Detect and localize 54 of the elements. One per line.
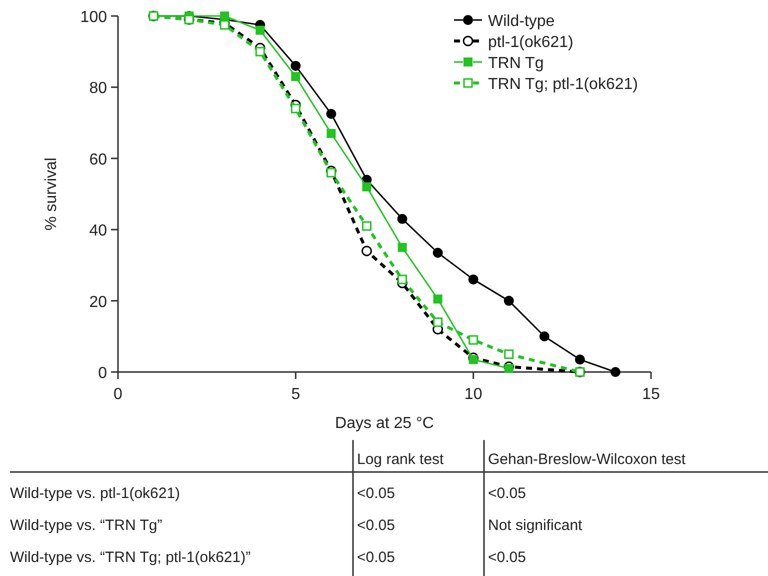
text: <0.05 (488, 549, 526, 566)
point (290, 104, 300, 114)
point (255, 46, 265, 56)
point (220, 12, 230, 20)
text: Log rank test (357, 451, 445, 468)
y-axis-title: % survival (43, 158, 60, 230)
text: Gehan-Breslow-Wilcoxon test (488, 451, 686, 468)
point (398, 242, 407, 252)
y-tick-label: 0 (98, 365, 108, 382)
point (361, 246, 372, 256)
text: Not significant (488, 517, 584, 534)
text: <0.05 (357, 485, 395, 502)
legend-label: TRN Tg; ptl-1(ok621) (488, 76, 638, 93)
point (504, 364, 514, 373)
legend-label: TRN Tg (488, 55, 544, 72)
point (539, 331, 550, 342)
point (433, 317, 443, 327)
x-tick-label: 5 (291, 386, 300, 403)
text: <0.05 (488, 485, 526, 502)
legend-label: Wild-type (488, 13, 555, 30)
x-tick-label: 15 (642, 386, 660, 403)
point (291, 72, 300, 82)
y-tick-label: 20 (89, 294, 108, 311)
legend-label: ptl-1(ok621) (488, 34, 574, 51)
y-tick-label: 60 (89, 151, 108, 168)
point (433, 294, 442, 304)
point (397, 214, 408, 224)
text: Wild-type vs. “TRN Tg; ptl-1(ok621)” (10, 549, 251, 566)
text: Wild-type vs. “TRN Tg” (10, 517, 162, 534)
text: <0.05 (357, 517, 395, 534)
point (326, 108, 336, 119)
y-tick-label: 40 (89, 222, 108, 240)
text: Wild-type vs. ptl-1(ok621) (10, 485, 180, 502)
point (362, 221, 372, 231)
y-tick-label: 100 (80, 9, 108, 26)
point (362, 182, 372, 192)
x-tick-label: 10 (464, 386, 482, 403)
point (468, 355, 478, 364)
text: <0.05 (357, 549, 395, 566)
point (256, 26, 265, 35)
x-tick-label: 0 (114, 386, 123, 403)
point (220, 20, 230, 30)
point (468, 335, 478, 345)
point (432, 248, 443, 258)
point (398, 274, 408, 284)
point (504, 349, 514, 359)
point (574, 354, 585, 365)
x-axis-title: Days at 25 °C (335, 415, 434, 432)
y-tick-label: 80 (89, 80, 108, 98)
point (468, 274, 478, 284)
point (290, 60, 301, 71)
point (504, 296, 514, 306)
point (610, 367, 620, 377)
point (326, 128, 336, 138)
